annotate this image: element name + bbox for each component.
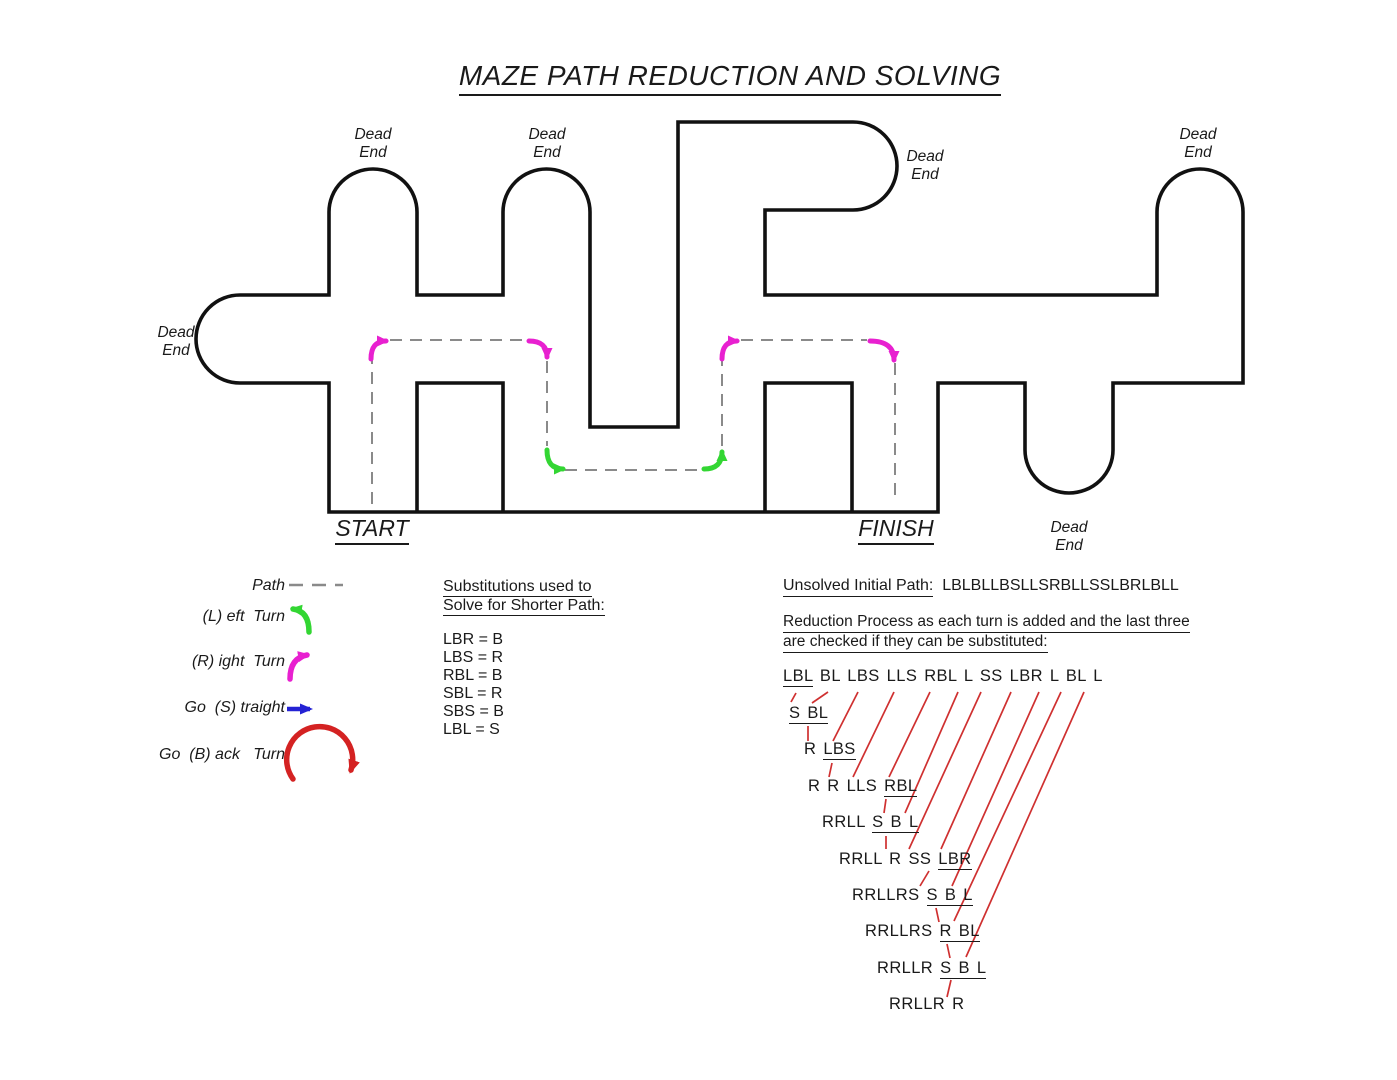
dead-end-label-top1: Dead End xyxy=(354,126,392,161)
go-back-turn-icon xyxy=(284,723,360,782)
right-turn-arrow-2 xyxy=(526,338,553,360)
substitution-rule: LBS = R xyxy=(443,649,504,666)
solution-path-dashes xyxy=(371,339,896,504)
maze-inner-block-left xyxy=(415,381,505,512)
unsolved-initial-path: Unsolved Initial Path: LBLBLLBSLLSRBLLSS… xyxy=(783,577,1179,597)
substitution-rule: SBS = B xyxy=(443,703,504,720)
dead-end-label-topright: Dead End xyxy=(1179,126,1217,161)
substitution-rule: LBL = S xyxy=(443,721,500,738)
dead-end-label-top2: Dead End xyxy=(528,126,566,161)
reduction-row-4: R R LLS RBL xyxy=(808,777,918,797)
left-turn-icon xyxy=(290,604,312,635)
reduction-connector-lines xyxy=(790,691,1085,998)
page-title: MAZE PATH REDUCTION AND SOLVING xyxy=(420,60,1040,96)
reduction-row-7: RRLLRS S B L xyxy=(852,886,973,906)
right-turn-arrow-1 xyxy=(368,335,389,362)
unsolved-path-value-text: LBLBLLBSLLSRBLLSSLBRLBLL xyxy=(942,577,1179,594)
legend-straight-label: Go (S) traight xyxy=(184,699,285,716)
reduction-row-1: LBL BL LBS LLS RBL L SS LBR L BL L xyxy=(783,667,1103,687)
reduction-row-6: RRLL R SS LBR xyxy=(839,850,972,870)
substitution-rule: LBR = B xyxy=(443,631,504,648)
reduction-row-9: RRLLR S B L xyxy=(877,959,987,979)
right-turn-arrow-3 xyxy=(719,335,740,362)
substitution-rule: RBL = B xyxy=(443,667,503,684)
reduction-row-2: S BL xyxy=(789,704,829,724)
legend-right-turn-label: (R) ight Turn xyxy=(191,653,285,670)
reduction-row-8: RRLLRS R BL xyxy=(865,922,980,942)
right-turn-icon xyxy=(287,651,310,682)
start-label: START xyxy=(292,515,452,545)
substitution-rule: SBL = R xyxy=(443,685,503,702)
maze-outline xyxy=(194,120,1245,514)
maze-inner-block-right xyxy=(763,381,854,512)
reduction-row-3: R LBS xyxy=(804,740,856,760)
legend-left-turn-label: (L) eft Turn xyxy=(202,608,285,625)
dead-end-label-left: Dead End xyxy=(157,324,195,359)
unsolved-path-value xyxy=(933,577,942,594)
substitutions-title-line1: Substitutions used to xyxy=(443,578,592,597)
reduction-intro-line1: Reduction Process as each turn is added … xyxy=(783,613,1190,633)
legend-back-turn-label: Go (B) ack Turn xyxy=(159,746,285,763)
substitutions-title-line2: Solve for Shorter Path: xyxy=(443,597,605,616)
dead-end-label-middle: Dead End xyxy=(906,148,944,183)
reduction-intro-line2: are checked if they can be substituted: xyxy=(783,633,1048,653)
finish-label: FINISH xyxy=(816,515,976,545)
reduction-row-10: RRLLR R xyxy=(889,995,965,1013)
legend-path-label: Path xyxy=(252,577,285,594)
left-turn-arrow-2 xyxy=(701,449,728,472)
unsolved-path-label: Unsolved Initial Path: xyxy=(783,577,934,597)
reduction-row-5: RRLL S B L xyxy=(822,813,919,833)
right-turn-arrow-4 xyxy=(867,338,900,363)
left-turn-arrow-1 xyxy=(544,447,566,475)
dead-end-label-bottom: Dead End xyxy=(1050,519,1088,554)
